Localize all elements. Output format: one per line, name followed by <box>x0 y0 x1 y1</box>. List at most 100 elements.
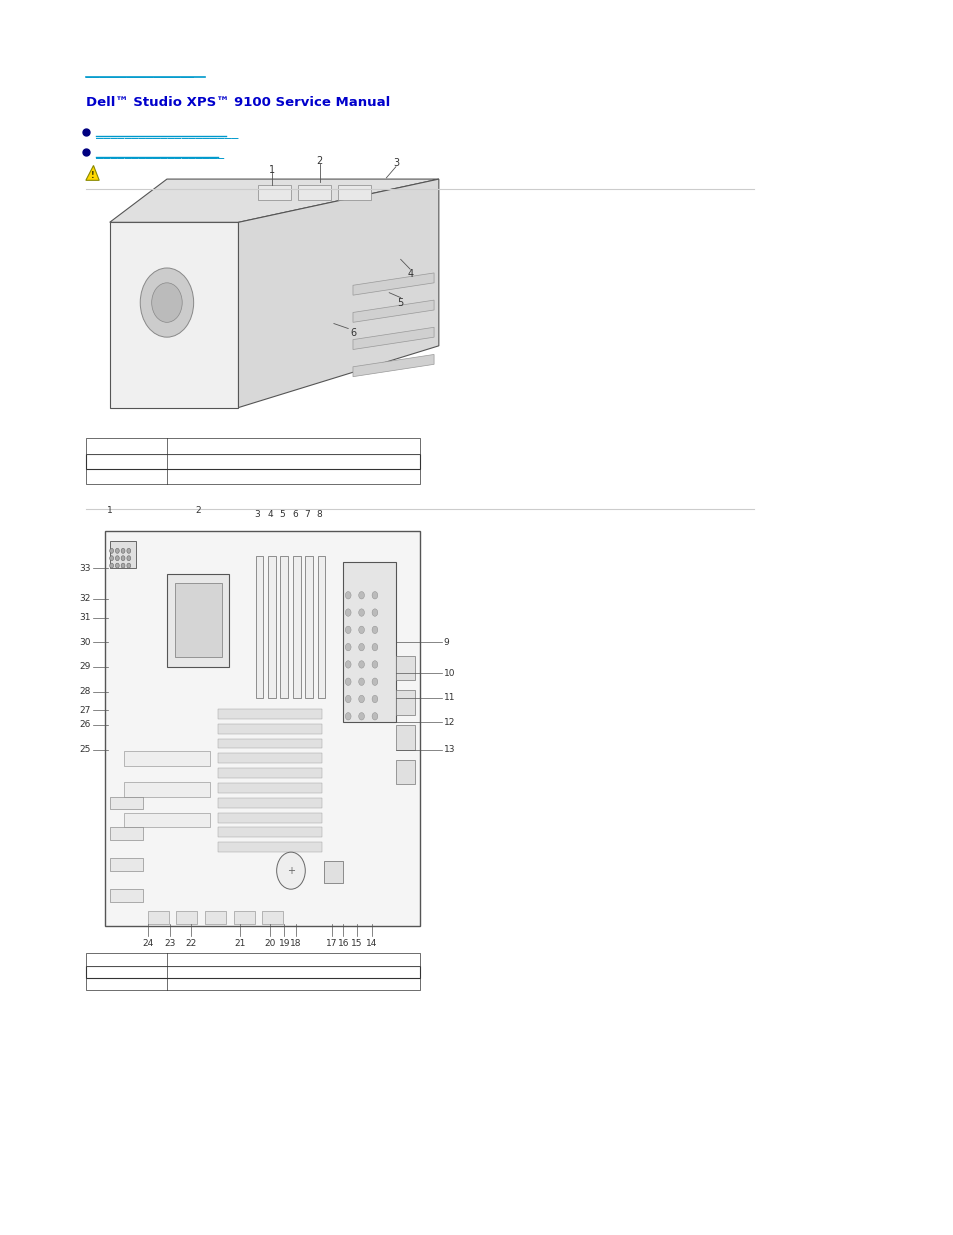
Circle shape <box>345 643 351 651</box>
Text: 1: 1 <box>269 165 274 175</box>
Circle shape <box>358 661 364 668</box>
Bar <box>110 541 136 568</box>
Bar <box>174 583 222 657</box>
Text: 12: 12 <box>443 718 455 727</box>
Polygon shape <box>110 179 438 222</box>
Circle shape <box>110 548 113 553</box>
Text: 22: 22 <box>185 939 196 947</box>
Bar <box>343 562 395 722</box>
Circle shape <box>372 678 377 685</box>
Text: 20: 20 <box>264 939 275 947</box>
Circle shape <box>358 643 364 651</box>
Circle shape <box>110 563 113 568</box>
Text: 6: 6 <box>292 510 297 519</box>
Text: 13: 13 <box>443 745 455 755</box>
Circle shape <box>345 609 351 616</box>
Bar <box>262 911 283 924</box>
Polygon shape <box>353 273 434 295</box>
Circle shape <box>121 556 125 561</box>
Text: 7: 7 <box>304 510 310 519</box>
Polygon shape <box>238 179 438 408</box>
Circle shape <box>345 695 351 703</box>
Text: ____________________: ____________________ <box>96 126 238 140</box>
Circle shape <box>345 713 351 720</box>
Bar <box>217 813 322 823</box>
Text: 25: 25 <box>79 745 91 755</box>
Bar <box>217 783 322 793</box>
Text: 15: 15 <box>351 939 362 947</box>
Circle shape <box>358 592 364 599</box>
Text: 19: 19 <box>278 939 290 947</box>
Bar <box>255 556 263 698</box>
Circle shape <box>345 592 351 599</box>
Polygon shape <box>86 438 419 453</box>
Bar <box>110 889 143 902</box>
Bar <box>280 556 288 698</box>
Circle shape <box>372 626 377 634</box>
Text: 27: 27 <box>79 705 91 715</box>
Text: 29: 29 <box>79 662 91 672</box>
Circle shape <box>127 556 131 561</box>
Text: 23: 23 <box>164 939 175 947</box>
Text: 17: 17 <box>326 939 337 947</box>
Polygon shape <box>353 327 434 350</box>
Text: 9: 9 <box>443 637 449 647</box>
Text: 8: 8 <box>316 510 322 519</box>
Circle shape <box>121 563 125 568</box>
Circle shape <box>372 592 377 599</box>
Circle shape <box>127 548 131 553</box>
Bar <box>217 753 322 763</box>
Text: 1: 1 <box>107 506 112 515</box>
Text: 3: 3 <box>254 510 260 519</box>
Bar <box>217 798 322 808</box>
Polygon shape <box>86 953 419 966</box>
Bar <box>217 709 322 719</box>
Circle shape <box>115 556 119 561</box>
Bar <box>395 656 415 680</box>
Bar <box>205 911 226 924</box>
Circle shape <box>372 643 377 651</box>
Text: 11: 11 <box>443 693 455 703</box>
Text: 3: 3 <box>393 158 398 168</box>
Bar <box>217 827 322 837</box>
Text: 14: 14 <box>366 939 377 947</box>
Polygon shape <box>353 300 434 322</box>
Bar <box>176 911 197 924</box>
Text: 24: 24 <box>142 939 153 947</box>
Polygon shape <box>86 453 419 469</box>
Circle shape <box>110 556 113 561</box>
Text: 33: 33 <box>79 563 91 573</box>
Bar <box>217 724 322 734</box>
Bar <box>124 813 210 827</box>
Bar <box>110 858 143 871</box>
Polygon shape <box>86 469 419 484</box>
Text: 16: 16 <box>337 939 349 947</box>
Circle shape <box>358 678 364 685</box>
Bar <box>105 531 419 926</box>
Bar <box>324 861 343 883</box>
Text: 6: 6 <box>350 329 355 338</box>
Bar <box>167 574 229 667</box>
Circle shape <box>127 563 131 568</box>
Circle shape <box>345 661 351 668</box>
Polygon shape <box>86 978 419 990</box>
Bar <box>233 911 254 924</box>
Circle shape <box>115 563 119 568</box>
Bar <box>217 842 322 852</box>
Circle shape <box>140 268 193 337</box>
Bar <box>217 768 322 778</box>
Circle shape <box>372 713 377 720</box>
Circle shape <box>345 626 351 634</box>
Bar <box>395 690 415 715</box>
Polygon shape <box>297 185 331 200</box>
Text: 10: 10 <box>443 668 455 678</box>
Text: 5: 5 <box>279 510 285 519</box>
Circle shape <box>372 695 377 703</box>
Text: 2: 2 <box>195 506 201 515</box>
Text: 30: 30 <box>79 637 91 647</box>
Bar <box>124 751 210 766</box>
Polygon shape <box>257 185 291 200</box>
Circle shape <box>276 852 305 889</box>
Bar <box>124 782 210 797</box>
Text: 21: 21 <box>234 939 246 947</box>
